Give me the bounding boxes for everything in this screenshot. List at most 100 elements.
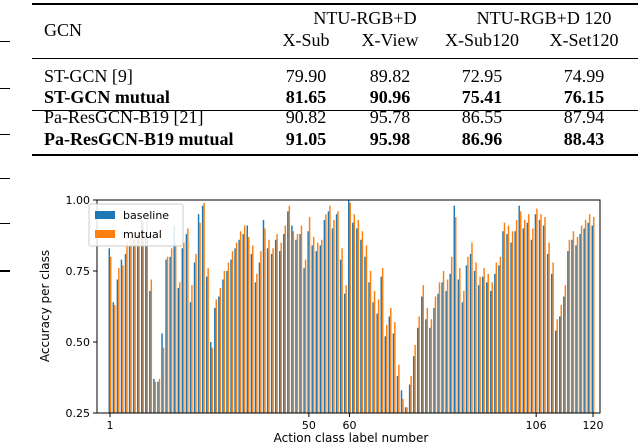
figure-edge-tick [0, 134, 10, 135]
bars-group [108, 200, 595, 413]
bar-baseline [490, 290, 492, 413]
bar-mutual [532, 228, 534, 413]
bar-mutual [503, 222, 506, 413]
bar-mutual [580, 225, 583, 413]
y-axis: 0.25 0.50 0.75 1.00 [66, 194, 97, 420]
bar-baseline [567, 251, 569, 413]
bar-mutual [114, 305, 116, 413]
bar-baseline [291, 225, 293, 413]
bar-mutual [150, 279, 153, 413]
y-tick-label: 0.75 [66, 265, 91, 278]
bar-baseline [469, 253, 472, 413]
bar-mutual [130, 236, 132, 413]
bar-mutual [183, 242, 185, 413]
bar-mutual [142, 222, 144, 413]
bar-mutual [410, 376, 412, 413]
bar-baseline [303, 268, 305, 413]
bar-baseline [498, 265, 500, 413]
table-cell: 90.96 [369, 87, 411, 107]
bar-baseline [157, 381, 159, 413]
bar-mutual [426, 307, 429, 413]
legend-swatch-mutual [95, 230, 115, 238]
legend-label-mutual: mutual [123, 228, 162, 241]
bar-mutual [434, 296, 437, 413]
bar-mutual [134, 231, 136, 413]
table-cell: 90.82 [285, 107, 327, 127]
bar-mutual [248, 236, 250, 413]
bar-mutual [260, 251, 262, 413]
bar-baseline [283, 234, 285, 413]
bar-mutual [243, 225, 246, 413]
bar-mutual [398, 364, 400, 413]
bar-mutual [325, 214, 327, 413]
bar-baseline [457, 279, 460, 413]
bar-mutual [540, 214, 542, 413]
bar-baseline [477, 285, 480, 413]
bar-baseline [396, 376, 399, 413]
x-axis-label: Action class label number [274, 431, 429, 445]
bar-mutual [455, 217, 457, 413]
bar-baseline [295, 239, 297, 413]
table-cell: 72.95 [461, 66, 503, 86]
bar-mutual [515, 219, 518, 413]
bar-mutual [146, 219, 148, 413]
bar-baseline [108, 248, 110, 413]
bar-baseline [153, 378, 155, 413]
bar-baseline [502, 231, 504, 413]
bar-mutual [195, 253, 197, 413]
table-cell: 95.98 [369, 129, 411, 149]
bar-baseline [323, 219, 326, 413]
bar-mutual [438, 282, 441, 413]
bar-baseline [250, 253, 253, 413]
bar-baseline [356, 228, 358, 413]
bar-mutual [588, 214, 591, 413]
bar-baseline [197, 214, 200, 413]
bar-baseline [185, 234, 188, 413]
table-cell: 79.90 [285, 66, 327, 86]
bar-mutual [227, 262, 230, 413]
bar-baseline [360, 239, 362, 413]
bar-baseline [563, 296, 565, 413]
bar-baseline [392, 333, 395, 413]
bar-baseline [266, 248, 269, 413]
table-mid-rule [32, 110, 638, 111]
bar-mutual [377, 299, 380, 413]
bar-baseline [384, 336, 386, 413]
y-axis-label: Accuracy per class [38, 250, 52, 362]
bar-mutual [199, 222, 201, 413]
bar-baseline [112, 302, 115, 413]
bar-mutual [507, 225, 510, 413]
bar-mutual [166, 256, 169, 413]
bar-baseline [412, 356, 415, 413]
bar-mutual [292, 231, 295, 413]
table-cell: 86.55 [461, 107, 503, 127]
legend-swatch-baseline [95, 211, 115, 219]
bar-baseline [270, 253, 273, 413]
legend-label-baseline: baseline [123, 209, 169, 222]
bar-baseline [433, 307, 435, 413]
bar-mutual [548, 242, 550, 413]
accuracy-bar-chart: 0.25 0.50 0.75 1.00 1 50 60 106 120 Accuracy pe… [38, 194, 604, 445]
bar-baseline [258, 262, 261, 413]
bar-baseline [246, 225, 248, 413]
bar-mutual [528, 214, 530, 413]
bar-baseline [145, 231, 147, 413]
bar-baseline [506, 234, 508, 413]
bar-baseline [124, 253, 127, 413]
bar-baseline [319, 245, 322, 413]
table-top-rule [32, 3, 638, 5]
bar-mutual [353, 214, 355, 413]
bar-baseline [327, 211, 330, 413]
figure-edge-tick [0, 41, 10, 42]
table-cell: 74.99 [563, 66, 605, 86]
bar-baseline [591, 225, 593, 413]
bar-baseline [421, 296, 423, 413]
bar-mutual [288, 205, 291, 413]
bar-mutual [317, 242, 319, 413]
table-row-name: ST-GCN [9] [44, 66, 133, 86]
bar-baseline [526, 222, 529, 413]
bar-mutual [552, 262, 554, 413]
bar-baseline [230, 259, 232, 413]
table-bottom-rule [32, 154, 638, 156]
bar-baseline [453, 205, 455, 413]
